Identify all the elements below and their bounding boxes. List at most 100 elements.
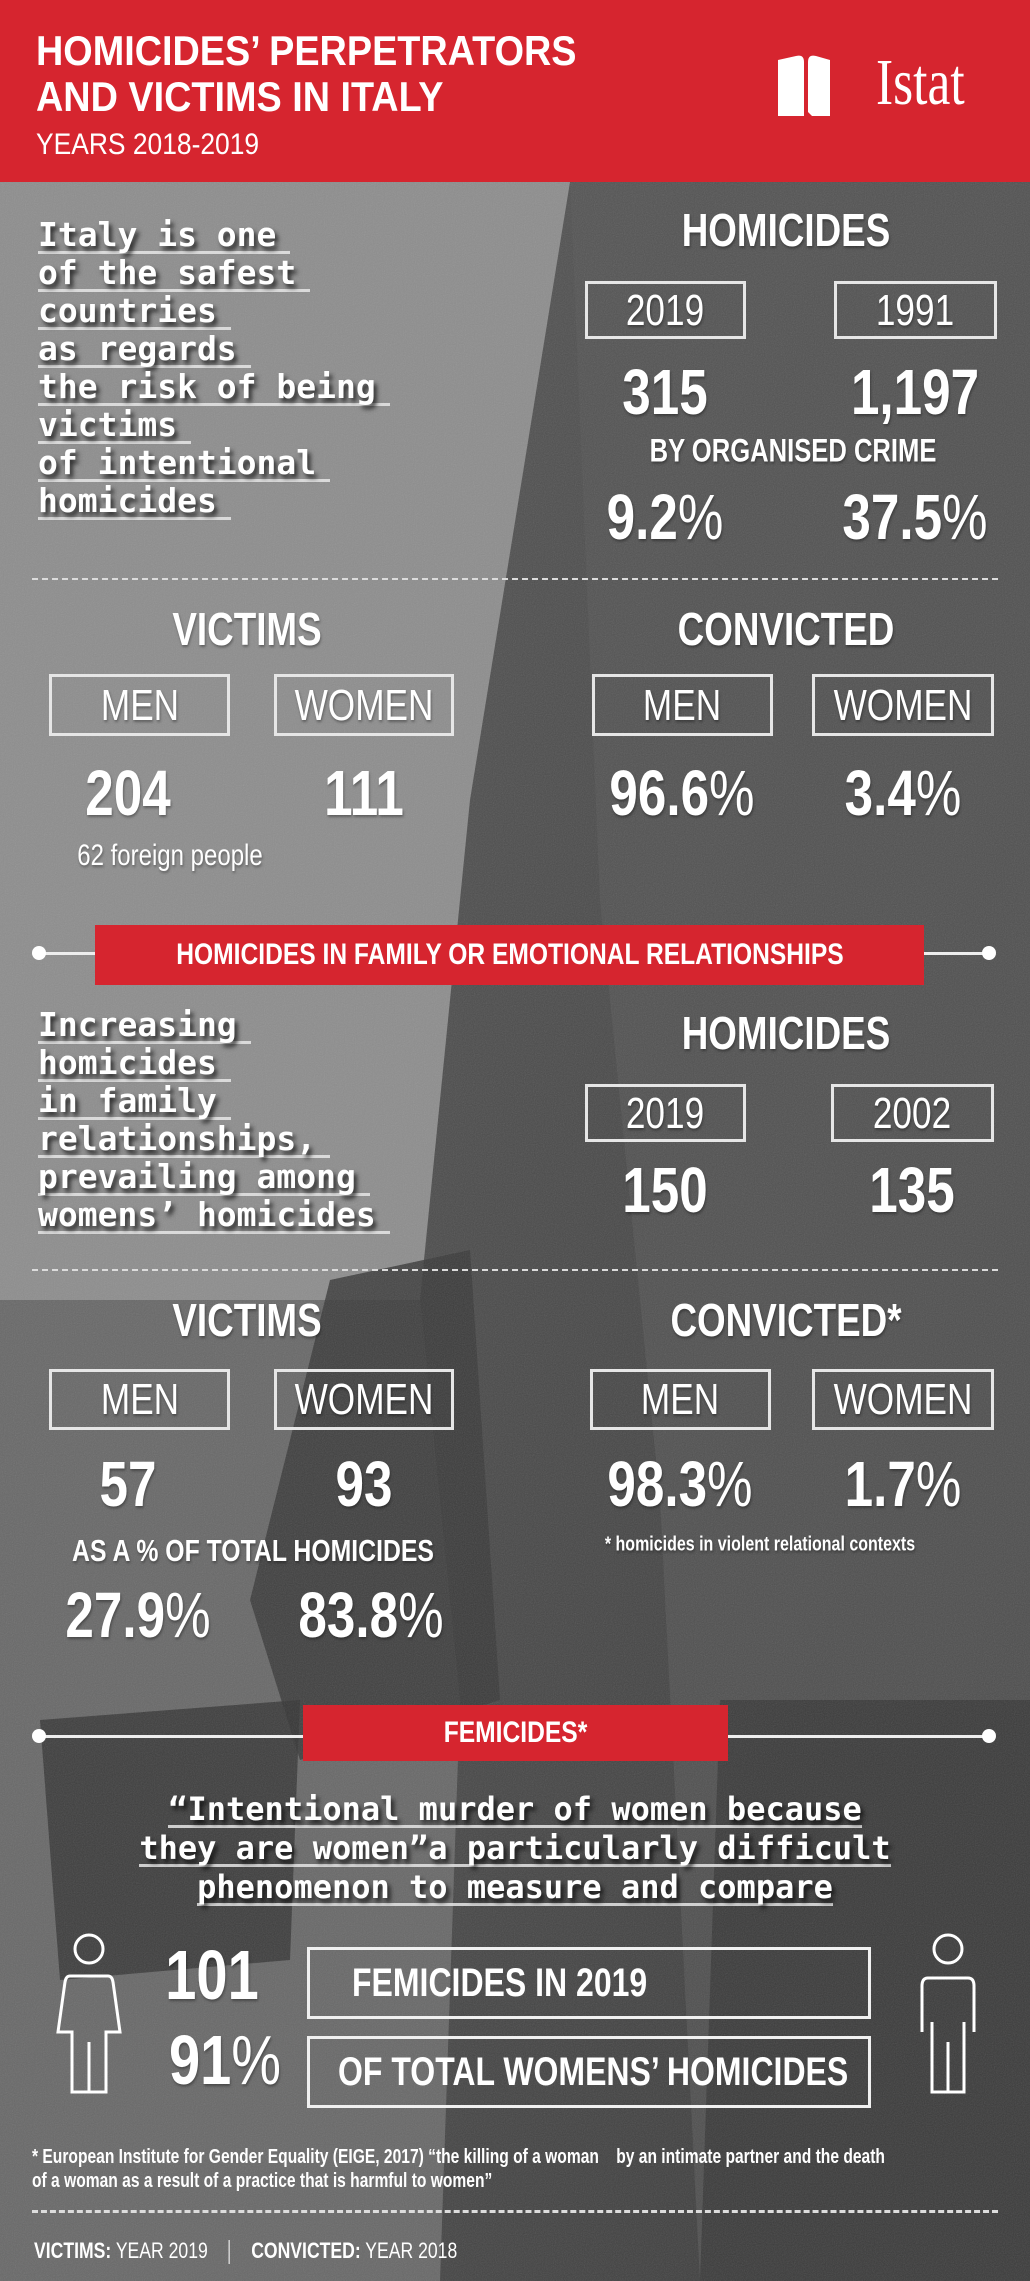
- divider: [32, 578, 998, 580]
- femicides-pct-label-box: OF TOTAL WOMENS’ HOMICIDES: [307, 2036, 871, 2108]
- year-box-2002: [831, 1084, 994, 1142]
- year-label: 1991: [875, 286, 955, 335]
- women-label: WOMEN: [294, 681, 434, 730]
- footnote: * European Institute for Gender Equality…: [32, 2146, 885, 2192]
- woman-icon: [56, 1933, 122, 2094]
- homicides-heading: HOMICIDES: [681, 204, 891, 256]
- organised-pct-2019: 9.2%: [606, 481, 724, 553]
- share-men-pct: 27.9%: [65, 1579, 211, 1651]
- quote-line: “Intentional murder of women because: [168, 1790, 862, 1828]
- convicted-year-key: CONVICTED:: [251, 2238, 361, 2263]
- istat-logo-text: Istat: [876, 46, 965, 119]
- share-women-pct: 83.8%: [298, 1579, 444, 1651]
- victims-year-key: VICTIMS:: [34, 2238, 112, 2263]
- page-title-line-1: HOMICIDES’ PERPETRATORS: [36, 27, 577, 74]
- statement-line: of the safest: [38, 256, 311, 292]
- femicides-banner: FEMICIDES*: [303, 1705, 728, 1761]
- femicides-label-box: FEMICIDES IN 2019: [307, 1947, 871, 2019]
- men-box: [49, 674, 230, 736]
- convicted-heading: CONVICTED*: [670, 1294, 902, 1346]
- women-label: WOMEN: [833, 1375, 973, 1424]
- share-label: AS A % OF TOTAL HOMICIDES: [72, 1533, 434, 1568]
- men-label: MEN: [640, 1375, 720, 1424]
- victims-year-value: YEAR 2019: [111, 2238, 208, 2263]
- istat-building-icon: [778, 55, 830, 116]
- statement-line: homicides: [38, 484, 231, 520]
- foreign-people-note: 62 foreign people: [77, 839, 263, 872]
- victims-women-count: 111: [324, 757, 404, 829]
- statement-line: as regards: [38, 332, 251, 368]
- rule-dot: [982, 1729, 996, 1743]
- men-label: MEN: [100, 1375, 180, 1424]
- footer-legend: VICTIMS: YEAR 2019 CONVICTED: YEAR 2018: [34, 2238, 458, 2265]
- man-icon: [920, 1933, 976, 2094]
- femicide-definition-quote: “Intentional murder of women because the…: [0, 1790, 1030, 1907]
- family-homicides-2019: 150: [622, 1154, 708, 1226]
- victims-men-count: 204: [85, 757, 171, 829]
- statement-line: Increasing: [38, 1008, 251, 1044]
- family-victims-men: 57: [99, 1448, 157, 1520]
- femicides-count: 101: [165, 1936, 259, 2014]
- year-label: 2019: [625, 1089, 705, 1138]
- women-box: [812, 1369, 994, 1430]
- family-homicides-2002: 135: [869, 1154, 955, 1226]
- page-title-line-2: AND VICTIMS IN ITALY: [36, 73, 444, 120]
- homicides-count-1991: 1,197: [850, 356, 980, 428]
- men-label: MEN: [100, 681, 180, 730]
- year-box-2019: [585, 1084, 746, 1142]
- istat-logo: Istat: [778, 48, 988, 118]
- family-convicted-women-pct: 1.7%: [844, 1448, 962, 1520]
- rule-dot: [32, 946, 46, 960]
- rule-dot: [32, 1729, 46, 1743]
- statement-line: in family: [38, 1084, 231, 1120]
- statement-line: homicides: [38, 1046, 231, 1082]
- homicides-count-2019: 315: [622, 356, 708, 428]
- page-subtitle: YEARS 2018-2019: [36, 128, 260, 161]
- statement-line: prevailing among: [38, 1160, 370, 1196]
- convicted-heading: CONVICTED: [677, 603, 895, 655]
- divider: [32, 2210, 998, 2213]
- year-label: 2019: [625, 286, 705, 335]
- year-box-1991: [834, 281, 997, 339]
- statement-line: the risk of being: [38, 370, 390, 406]
- women-box: [812, 674, 994, 736]
- convicted-year-value: YEAR 2018: [360, 2238, 458, 2263]
- divider: [32, 1269, 998, 1271]
- victims-heading: VICTIMS: [172, 1294, 322, 1346]
- family-victims-women: 93: [335, 1448, 393, 1520]
- year-label: 2002: [872, 1089, 952, 1138]
- women-box: [274, 674, 454, 736]
- statement-line: of intentional: [38, 446, 331, 482]
- convicted-men-pct: 96.6%: [609, 757, 755, 829]
- women-label: WOMEN: [294, 1375, 434, 1424]
- men-box: [49, 1369, 230, 1430]
- quote-line: they are women”a particularly difficult: [139, 1829, 891, 1867]
- homicides-heading: HOMICIDES: [681, 1007, 891, 1059]
- quote-line: phenomenon to measure and compare: [197, 1868, 833, 1906]
- men-label: MEN: [642, 681, 722, 730]
- rule-dot: [982, 946, 996, 960]
- separator: [228, 2240, 231, 2265]
- statement-line: womens’ homicides: [38, 1198, 390, 1234]
- statement-line: countries: [38, 294, 231, 330]
- men-box: [590, 1369, 771, 1430]
- family-statement: Increasing homicides in family relations…: [38, 1008, 390, 1236]
- women-label: WOMEN: [833, 681, 973, 730]
- convicted-women-pct: 3.4%: [844, 757, 962, 829]
- convicted-footnote: * homicides in violent relational contex…: [604, 1533, 916, 1556]
- family-convicted-men-pct: 98.3%: [607, 1448, 753, 1520]
- organised-crime-label: BY ORGANISED CRIME: [649, 432, 937, 469]
- safety-statement: Italy is one of the safest countries as …: [38, 218, 390, 522]
- organised-pct-1991: 37.5%: [842, 481, 988, 553]
- statement-line: Italy is one: [38, 218, 291, 254]
- men-box: [592, 674, 773, 736]
- year-box-2019: [585, 281, 746, 339]
- femicides-pct: 91%: [168, 2021, 282, 2099]
- statement-line: relationships,: [38, 1122, 331, 1158]
- women-box: [274, 1369, 454, 1430]
- family-section-banner: HOMICIDES IN FAMILY OR EMOTIONAL RELATIO…: [95, 925, 924, 985]
- header-banner: HOMICIDES’ PERPETRATORS AND VICTIMS IN I…: [0, 0, 1030, 182]
- statement-line: victims: [38, 408, 192, 444]
- victims-heading: VICTIMS: [172, 603, 322, 655]
